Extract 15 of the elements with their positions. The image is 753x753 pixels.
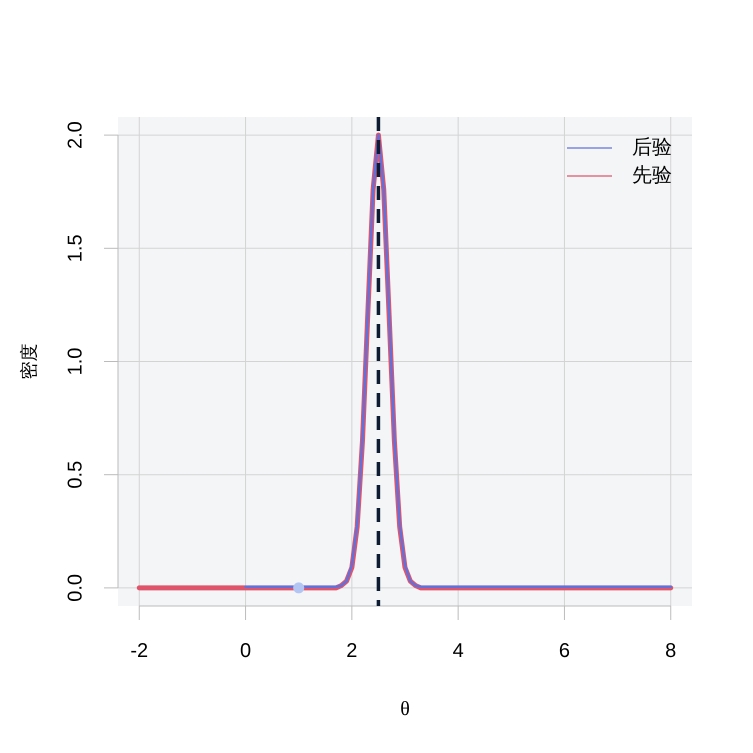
x-tick-label: 2 xyxy=(346,640,358,662)
x-tick-label: 4 xyxy=(452,640,464,662)
ylabel: 密度 xyxy=(18,344,39,380)
xlabel: θ xyxy=(400,698,410,720)
x-tick-label: -2 xyxy=(130,640,148,662)
x-tick-label: 0 xyxy=(240,640,252,662)
legend-label: 先验 xyxy=(632,164,672,186)
y-tick-label: 2.0 xyxy=(64,121,86,150)
y-tick-label: 0.5 xyxy=(64,460,86,489)
x-tick-label: 6 xyxy=(558,640,570,662)
y-tick-label: 0.0 xyxy=(64,574,86,602)
legend-label: 后验 xyxy=(632,136,672,158)
y-tick-label: 1.0 xyxy=(64,348,86,376)
y-tick-label: 1.5 xyxy=(64,234,86,262)
x-tick-label: 8 xyxy=(665,640,676,662)
